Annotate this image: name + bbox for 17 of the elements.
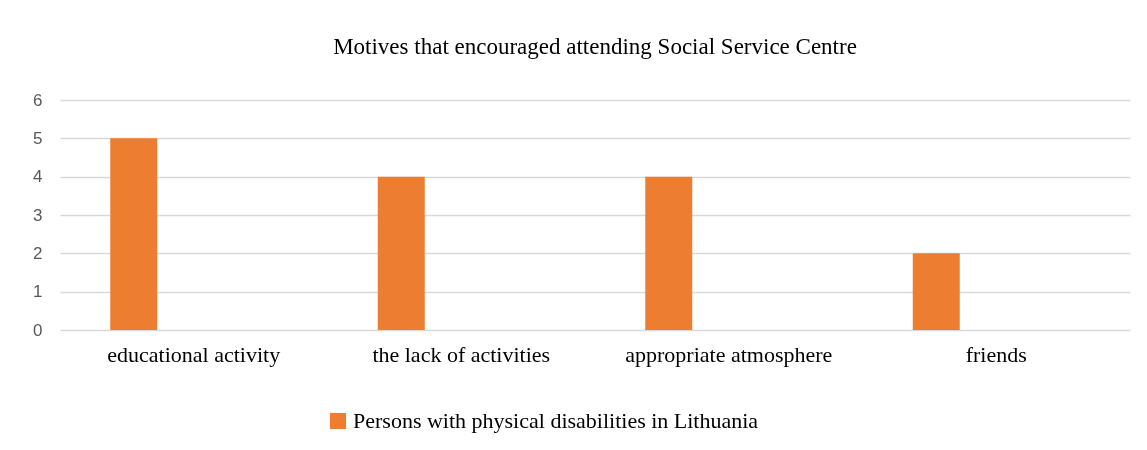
y-tick-label: 1 xyxy=(33,282,43,302)
y-tick-label: 3 xyxy=(33,205,43,225)
y-tick-label: 2 xyxy=(33,243,43,263)
y-tick-label: 5 xyxy=(33,128,43,148)
y-tick-label: 0 xyxy=(33,320,43,340)
x-tick-label: educational activity xyxy=(107,341,281,367)
y-tick-label: 6 xyxy=(33,90,43,110)
bar xyxy=(645,176,693,330)
chart-title: Motives that encouraged attending Social Service Centre xyxy=(333,34,857,59)
x-tick-label: friends xyxy=(965,341,1027,367)
x-tick-label: appropriate atmosphere xyxy=(625,341,833,367)
y-tick-label: 4 xyxy=(33,167,43,187)
bar xyxy=(912,253,960,330)
bar xyxy=(377,176,425,330)
bar xyxy=(110,138,158,330)
legend-label: Persons with physical disabilities in Lithuania xyxy=(353,408,759,433)
x-tick-label: the lack of activities xyxy=(372,341,551,367)
